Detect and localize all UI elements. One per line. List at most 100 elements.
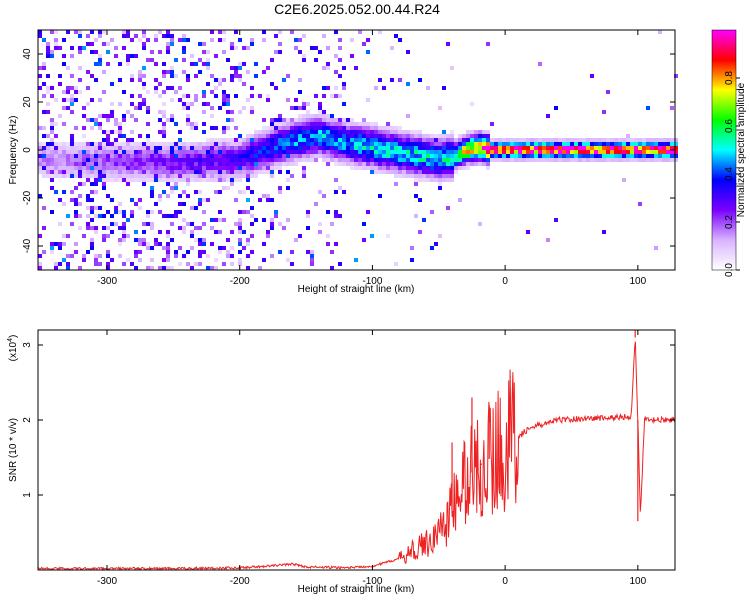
heatmap-cell (282, 146, 286, 150)
heatmap-cell (398, 138, 402, 142)
heatmap-cell (186, 106, 190, 110)
heatmap-cell (118, 142, 122, 146)
heatmap-cell (338, 130, 342, 134)
heatmap-cell (422, 150, 426, 154)
heatmap-cell (434, 174, 438, 178)
heatmap-cell (262, 154, 266, 158)
heatmap-cell (178, 178, 182, 182)
heatmap-cell (242, 46, 246, 50)
heatmap-cell (234, 158, 238, 162)
heatmap-cell (474, 150, 478, 154)
heatmap-cell (54, 142, 58, 146)
heatmap-cell (446, 150, 450, 154)
heatmap-cell (618, 142, 622, 146)
heatmap-cell (210, 74, 214, 78)
heatmap-cell (66, 158, 70, 162)
heatmap-cell (162, 178, 166, 182)
heatmap-cell (334, 178, 338, 182)
heatmap-cell (142, 74, 146, 78)
heatmap-cell (150, 226, 154, 230)
heatmap-cell (174, 90, 178, 94)
heatmap-cell (166, 242, 170, 246)
heatmap-cell (314, 58, 318, 62)
heatmap-cell (462, 166, 466, 170)
heatmap-cell (282, 158, 286, 162)
heatmap-cell (242, 138, 246, 142)
heatmap-cell (250, 170, 254, 174)
heatmap-cell (226, 58, 230, 62)
heatmap-cell (126, 30, 130, 34)
heatmap-cell (94, 146, 98, 150)
heatmap-cell (210, 158, 214, 162)
heatmap-cell (642, 158, 646, 162)
heatmap-cell (182, 94, 186, 98)
heatmap-cell (358, 134, 362, 138)
heatmap-cell (622, 138, 626, 142)
heatmap-cell (162, 126, 166, 130)
heatmap-cell (326, 62, 330, 66)
heatmap-cell (410, 170, 414, 174)
heatmap-cell (150, 162, 154, 166)
heatmap-cell (550, 154, 554, 158)
heatmap-cell (486, 130, 490, 134)
heatmap-cell (230, 178, 234, 182)
heatmap-cell (438, 150, 442, 154)
heatmap-cell (94, 262, 98, 266)
heatmap-cell (266, 130, 270, 134)
heatmap-cell (378, 166, 382, 170)
heatmap-cell (402, 170, 406, 174)
heatmap-cell (146, 150, 150, 154)
heatmap-cell (246, 142, 250, 146)
heatmap-cell (146, 138, 150, 142)
heatmap-cell (214, 230, 218, 234)
heatmap-cell (66, 234, 70, 238)
heatmap-cell (414, 214, 418, 218)
heatmap-cell (122, 174, 126, 178)
heatmap-cell (562, 146, 566, 150)
heatmap-cell (158, 210, 162, 214)
heatmap-cell (290, 174, 294, 178)
heatmap-cell (442, 142, 446, 146)
heatmap-cell (66, 214, 70, 218)
heatmap-cell (146, 158, 150, 162)
y-scale-factor: (x104) (7, 335, 19, 362)
heatmap-cell (86, 174, 90, 178)
heatmap-cell (154, 166, 158, 170)
heatmap-cell (170, 38, 174, 42)
heatmap-cell (418, 178, 422, 182)
heatmap-cell (622, 146, 626, 150)
heatmap-cell (282, 226, 286, 230)
heatmap-cell (50, 86, 54, 90)
heatmap-cell (86, 214, 90, 218)
heatmap-cell (98, 262, 102, 266)
heatmap-cell (174, 254, 178, 258)
heatmap-cell (470, 130, 474, 134)
heatmap-cell (266, 150, 270, 154)
heatmap-cell (446, 162, 450, 166)
heatmap-cell (294, 238, 298, 242)
heatmap-cell (38, 86, 42, 90)
heatmap-cell (158, 194, 162, 198)
heatmap-cell (350, 146, 354, 150)
heatmap-cell (342, 146, 346, 150)
heatmap-cell (654, 150, 658, 154)
heatmap-cell (602, 154, 606, 158)
heatmap-cell (478, 162, 482, 166)
heatmap-cell (442, 138, 446, 142)
heatmap-cell (354, 122, 358, 126)
heatmap-cell (386, 234, 390, 238)
heatmap-cell (270, 58, 274, 62)
heatmap-cell (178, 226, 182, 230)
heatmap-cell (454, 138, 458, 142)
heatmap-cell (170, 142, 174, 146)
heatmap-cell (538, 146, 542, 150)
heatmap-cell (638, 158, 642, 162)
heatmap-cell (46, 158, 50, 162)
heatmap-cell (210, 142, 214, 146)
heatmap-cell (334, 142, 338, 146)
heatmap-cell (342, 150, 346, 154)
heatmap-cell (282, 118, 286, 122)
heatmap-cell (178, 98, 182, 102)
heatmap-cell (142, 182, 146, 186)
